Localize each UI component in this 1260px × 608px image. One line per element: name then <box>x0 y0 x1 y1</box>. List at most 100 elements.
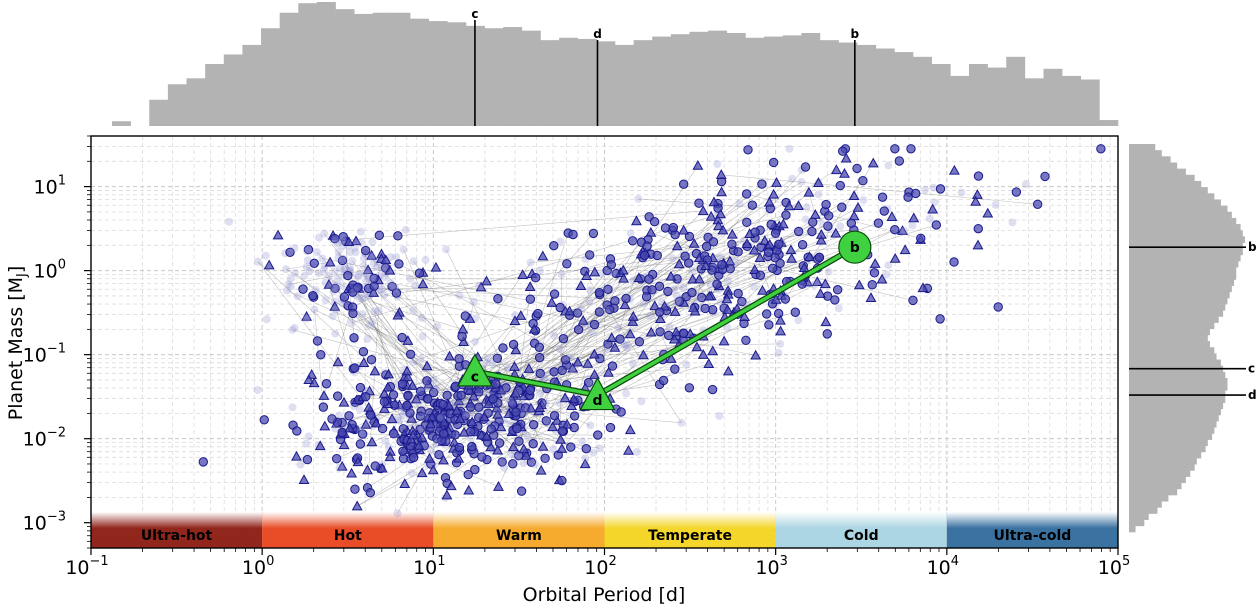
planet-point-faint <box>834 304 843 313</box>
planet-point <box>757 179 767 189</box>
x-marker-label-c: c <box>471 7 478 21</box>
tick-exponent: 4 <box>951 554 959 569</box>
x-hist-bar <box>112 121 131 126</box>
planet-point <box>573 324 584 335</box>
tick-base: 10 <box>23 513 47 535</box>
planet-point-triangle <box>380 254 392 265</box>
planet-point-faint <box>359 261 368 270</box>
planet-point-faint <box>361 269 370 278</box>
planet-point-faint <box>731 257 740 266</box>
planet-point-triangle <box>510 387 522 398</box>
planet-point-faint <box>314 269 323 278</box>
planet-point-triangle <box>370 417 382 428</box>
x-hist-bar <box>410 18 430 127</box>
planet-point-triangle <box>703 358 715 369</box>
planet-point-triangle <box>623 444 634 455</box>
planet-point <box>766 219 776 230</box>
x-hist-bar <box>857 44 877 126</box>
planet-point <box>605 422 616 433</box>
planet-b-marker <box>838 230 872 264</box>
x-hist-bar <box>1006 56 1026 126</box>
system-line <box>384 294 534 324</box>
marginal-y-histogram: b cd <box>1129 144 1257 533</box>
x-hist-bar <box>689 31 709 126</box>
planet-point <box>707 305 718 315</box>
planet-point-faint <box>550 331 559 340</box>
planet-point-faint <box>399 245 408 254</box>
planet-point-faint <box>517 396 526 405</box>
planet-point <box>642 241 652 251</box>
planet-point-faint <box>336 263 345 272</box>
planet-point-triangle <box>362 264 374 275</box>
planet-point-faint <box>337 282 346 291</box>
system-line <box>257 261 449 435</box>
planet-point <box>415 411 426 421</box>
y-hist-bar <box>1129 464 1195 471</box>
x-tick-label: 104 <box>927 554 959 579</box>
x-hist-bar <box>149 99 169 126</box>
planet-point-faint <box>407 468 416 477</box>
planet-point-triangle <box>303 374 315 385</box>
planet-point-faint <box>367 253 376 262</box>
planet-point-faint <box>566 353 575 362</box>
planet-point-triangle <box>360 418 372 429</box>
planet-point-faint <box>637 397 646 406</box>
planet-point <box>355 382 366 393</box>
planet-point-triangle <box>691 341 703 352</box>
planet-point <box>869 268 880 278</box>
planet-point-triangle <box>618 272 629 283</box>
planet-point-faint <box>628 359 637 368</box>
planet-point <box>707 384 718 395</box>
planet-point <box>916 233 926 244</box>
y-hist-bar <box>1129 285 1232 293</box>
planet-b-label: b <box>850 240 860 256</box>
planet-point-faint <box>693 295 702 304</box>
planet-point-faint <box>523 433 532 442</box>
planet-point-triangle <box>537 440 549 451</box>
planet-point-triangle <box>319 420 331 431</box>
planet-point-triangle <box>515 310 527 320</box>
y-hist-bar <box>1129 378 1228 385</box>
planet-point-faint <box>500 463 509 472</box>
x-hist-bar <box>987 67 1007 126</box>
x-hist-bar <box>745 37 765 127</box>
y-hist-bar <box>1129 242 1243 249</box>
planet-point <box>467 441 477 452</box>
planet-point <box>366 355 377 365</box>
planet-point <box>330 283 340 294</box>
planet-point-triangle <box>492 444 504 455</box>
x-hist-bar <box>503 27 523 127</box>
planet-point-faint <box>557 270 566 279</box>
planet-point <box>549 240 559 251</box>
planet-point-faint <box>556 237 565 246</box>
planet-point-triangle <box>463 484 475 495</box>
planet-point <box>674 296 685 307</box>
y-axis-label-close: ] <box>5 266 27 273</box>
x-hist-bar <box>633 40 653 126</box>
planet-point-faint <box>461 410 470 419</box>
tick-base: 10 <box>65 557 89 579</box>
planet-point-faint <box>290 244 299 253</box>
planet-point-faint <box>421 382 430 391</box>
system-line <box>342 298 536 465</box>
tick-exponent: 0 <box>266 554 274 569</box>
planet-point-triangle <box>556 443 568 453</box>
planet-point-faint <box>262 315 271 324</box>
planet-point <box>549 367 559 377</box>
planet-point-triangle <box>609 341 621 352</box>
planet-point-faint <box>688 266 697 275</box>
y-hist-bar <box>1129 507 1158 514</box>
system-line <box>560 274 562 440</box>
planet-point-triangle <box>771 177 782 187</box>
planet-point-triangle <box>577 314 589 325</box>
x-hist-bar <box>354 13 374 126</box>
planet-point-triangle <box>627 316 639 326</box>
planet-point-triangle <box>749 264 761 274</box>
planet-point-triangle <box>407 429 419 440</box>
planet-point <box>557 426 567 436</box>
x-hist-bar <box>968 64 988 126</box>
planet-point-faint <box>788 174 797 183</box>
planet-point <box>712 279 722 289</box>
planet-point <box>1040 171 1050 182</box>
planet-point <box>949 257 959 267</box>
